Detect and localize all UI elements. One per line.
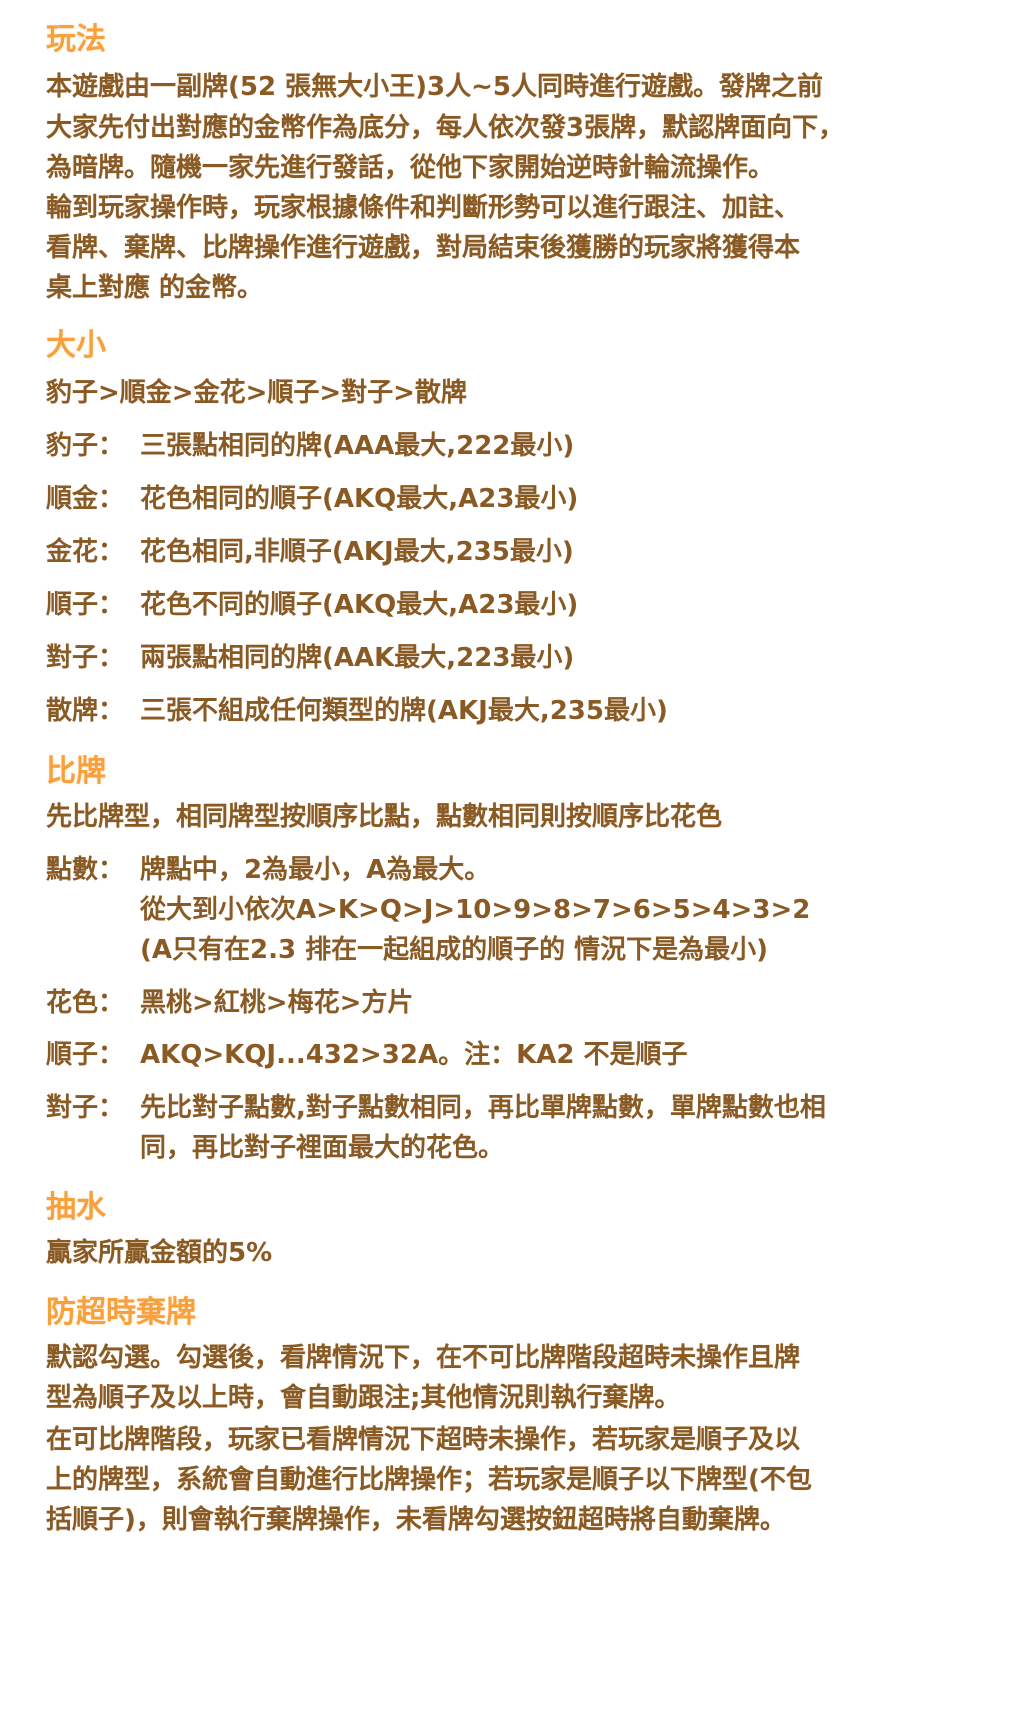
ranking-label: 豹子： xyxy=(46,431,125,461)
ranking-text: 花色不同的順子(AKQ最大,A23最小) xyxy=(140,590,579,620)
ranking-label: 順子： xyxy=(46,590,125,620)
ranking-item: 順子： 花色不同的順子(AKQ最大,A23最小) xyxy=(46,585,578,625)
timeout-line: 型為順子及以上時，會自動跟注;其他情況則執行棄牌。 xyxy=(46,1383,681,1413)
compare-points: 點數： 牌點中，2為最小，A為最大。 xyxy=(46,850,490,890)
gameplay-line: 為暗牌。隨機一家先進行發話，從他下家開始逆時針輪流操作。 xyxy=(46,153,775,183)
timeout-line: 上的牌型，系統會自動進行比牌操作；若玩家是順子以下牌型(不包 xyxy=(46,1465,812,1495)
ranking-text: 花色相同,非順子(AKJ最大,235最小) xyxy=(140,537,574,567)
suits-line: 黑桃>紅桃>梅花>方片 xyxy=(140,988,414,1018)
straight-label: 順子： xyxy=(46,1040,125,1070)
suits-label: 花色： xyxy=(46,988,125,1018)
straight-line: AKQ>KQJ...432>32A。注：KA2 不是順子 xyxy=(140,1040,688,1070)
compare-summary: 先比牌型，相同牌型按順序比點，點數相同則按順序比花色 xyxy=(46,802,723,832)
ranking-label: 順金： xyxy=(46,484,125,514)
compare-suits: 花色： 黑桃>紅桃>梅花>方片 xyxy=(46,983,413,1023)
section-title-gameplay: 玩法 xyxy=(46,22,106,57)
ranking-item: 散牌： 三張不組成任何類型的牌(AKJ最大,235最小) xyxy=(46,691,668,731)
ranking-label: 金花： xyxy=(46,537,125,567)
section-title-ranking: 大小 xyxy=(46,328,106,363)
pair-line: 先比對子點數,對子點數相同，再比單牌點數，單牌點數也相 xyxy=(140,1093,826,1123)
timeout-line: 括順子)，則會執行棄牌操作，未看牌勾選按鈕超時將自動棄牌。 xyxy=(46,1505,786,1535)
gameplay-line: 看牌、棄牌、比牌操作進行遊戲，對局結束後獲勝的玩家將獲得本 xyxy=(46,233,801,263)
compare-pair: 對子： 先比對子點數,對子點數相同，再比單牌點數，單牌點數也相 xyxy=(46,1088,826,1128)
points-line: 從大到小依次A>K>Q>J>10>9>8>7>6>5>4>3>2 xyxy=(140,895,811,925)
ranking-label: 散牌： xyxy=(46,696,125,726)
ranking-summary: 豹子>順金>金花>順子>對子>散牌 xyxy=(46,378,467,408)
gameplay-line: 桌上對應 的金幣。 xyxy=(46,273,264,303)
gameplay-line: 本遊戲由一副牌(52 張無大小王)3人~5人同時進行遊戲。發牌之前 xyxy=(46,72,823,102)
ranking-text: 三張不組成任何類型的牌(AKJ最大,235最小) xyxy=(140,696,668,726)
gameplay-line: 輪到玩家操作時，玩家根據條件和判斷形勢可以進行跟注、加註、 xyxy=(46,193,801,223)
compare-straight: 順子： AKQ>KQJ...432>32A。注：KA2 不是順子 xyxy=(46,1035,688,1075)
points-label: 點數： xyxy=(46,855,125,885)
ranking-label: 對子： xyxy=(46,643,125,673)
pair-label: 對子： xyxy=(46,1093,125,1123)
section-title-rake: 抽水 xyxy=(46,1190,106,1225)
gameplay-line: 大家先付出對應的金幣作為底分，每人依次發3張牌，默認牌面向下， xyxy=(46,113,845,143)
ranking-text: 三張點相同的牌(AAA最大,222最小) xyxy=(140,431,575,461)
ranking-text: 花色相同的順子(AKQ最大,A23最小) xyxy=(140,484,579,514)
ranking-item: 豹子： 三張點相同的牌(AAA最大,222最小) xyxy=(46,426,574,466)
points-line: (A只有在2.3 排在一起組成的順子的 情況下是為最小) xyxy=(140,935,769,965)
section-title-compare: 比牌 xyxy=(46,754,106,789)
ranking-item: 順金： 花色相同的順子(AKQ最大,A23最小) xyxy=(46,479,578,519)
ranking-text: 兩張點相同的牌(AAK最大,223最小) xyxy=(140,643,575,673)
rake-text: 贏家所贏金額的5% xyxy=(46,1238,273,1268)
points-line: 牌點中，2為最小，A為最大。 xyxy=(140,855,491,885)
section-title-timeout: 防超時棄牌 xyxy=(46,1295,196,1330)
pair-line: 同，再比對子裡面最大的花色。 xyxy=(140,1133,505,1163)
ranking-item: 對子： 兩張點相同的牌(AAK最大,223最小) xyxy=(46,638,574,678)
ranking-item: 金花： 花色相同,非順子(AKJ最大,235最小) xyxy=(46,532,574,572)
timeout-line: 在可比牌階段，玩家已看牌情況下超時未操作，若玩家是順子及以 xyxy=(46,1425,801,1455)
timeout-line: 默認勾選。勾選後，看牌情況下，在不可比牌階段超時未操作且牌 xyxy=(46,1343,801,1373)
